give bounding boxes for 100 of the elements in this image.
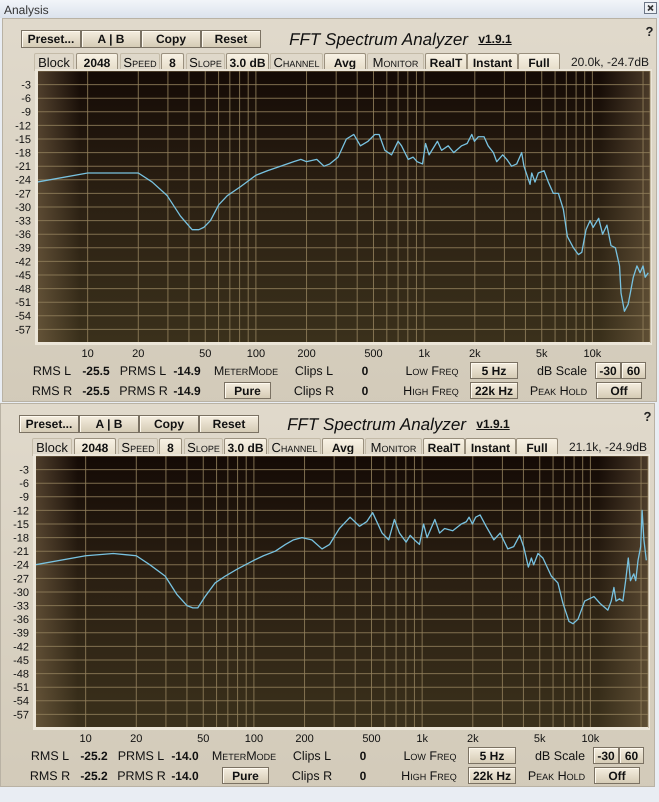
- y-tick-label: -33: [15, 216, 31, 228]
- text: 8: [161, 53, 184, 71]
- x-tick-label: 5k: [536, 348, 548, 360]
- y-tick-label: -9: [19, 492, 29, 504]
- x-tick-label: 10k: [582, 732, 600, 745]
- y-tick-label: -51: [15, 297, 31, 310]
- text: Speed: [120, 53, 160, 71]
- text: Reset: [199, 415, 259, 433]
- text: -25.2: [79, 748, 109, 764]
- y-tick-label: -54: [15, 310, 31, 323]
- y-tick-label: -12: [15, 120, 31, 132]
- text: ?: [644, 23, 654, 39]
- y-tick-label: -3: [19, 464, 29, 477]
- text: PRMS R: [118, 383, 169, 399]
- text: 2048: [74, 438, 116, 456]
- text: Low Freq: [402, 748, 458, 764]
- text: 3.0 dB: [224, 438, 267, 456]
- text: -14.0: [170, 748, 200, 764]
- text: Channel: [270, 53, 323, 71]
- y-tick-label: -9: [21, 106, 31, 119]
- x-tick-label: 100: [246, 348, 266, 360]
- x-tick-label: 10: [80, 732, 92, 745]
- text: 20.0k, -24.7dB: [570, 54, 649, 71]
- text: 0: [358, 748, 368, 764]
- text: Off: [596, 382, 642, 399]
- text: -30: [595, 362, 621, 379]
- text: Clips R: [292, 383, 336, 399]
- x-tick-label: 20: [130, 732, 142, 745]
- y-tick-label: -57: [13, 709, 29, 722]
- x-tick-label: 10: [82, 348, 94, 360]
- y-tick-label: -36: [15, 229, 31, 242]
- x-tick-label: 10k: [584, 348, 602, 360]
- text: Full: [518, 53, 560, 71]
- text: RMS R: [30, 383, 74, 399]
- text: -25.5: [81, 363, 111, 379]
- text: PRMS L: [116, 748, 166, 764]
- x-tick-label: 500: [362, 732, 381, 745]
- x-tick-label: 2k: [466, 732, 480, 745]
- y-tick-label: -18: [15, 148, 31, 160]
- text: Slope: [186, 53, 225, 71]
- text: Full: [516, 438, 558, 456]
- text: Preset...: [19, 415, 79, 433]
- text: Monitor: [365, 438, 422, 456]
- x-tick-label: 1k: [418, 348, 430, 360]
- y-tick-label: -51: [13, 682, 29, 694]
- y-tick-label: -42: [15, 256, 31, 268]
- text: 2048: [76, 53, 118, 71]
- y-tick-label: -48: [15, 284, 31, 296]
- text: -30: [593, 747, 619, 764]
- text: Speed: [118, 438, 158, 456]
- text: -14.0: [170, 768, 200, 784]
- text: Copy: [141, 30, 201, 48]
- y-tick-label: -45: [15, 270, 31, 282]
- x-tick-label: 500: [364, 348, 383, 360]
- text: Off: [594, 767, 640, 784]
- y-tick-label: -6: [21, 93, 31, 106]
- text: High Freq: [400, 768, 458, 784]
- text: ?: [642, 408, 652, 424]
- x-tick-label: 20: [132, 348, 144, 360]
- y-tick-label: -48: [13, 668, 29, 681]
- text: 0: [360, 363, 370, 379]
- text: Pure: [224, 382, 271, 399]
- y-tick-label: -21: [15, 161, 31, 174]
- text: RMS L: [32, 363, 72, 379]
- y-tick-label: -3: [21, 80, 31, 92]
- text: Slope: [184, 438, 223, 456]
- text: Low Freq: [404, 363, 460, 379]
- y-tick-label: -45: [13, 654, 29, 667]
- y-tick-label: -24: [13, 560, 29, 572]
- text: Instant: [467, 53, 518, 71]
- y-tick-label: -24: [15, 174, 31, 187]
- text: RealT: [425, 53, 467, 71]
- text: v1.9.1: [477, 31, 513, 48]
- text: Pure: [222, 767, 269, 784]
- text: dB Scale: [536, 363, 588, 379]
- y-tick-label: -42: [13, 641, 29, 654]
- text: v1.9.1: [475, 416, 511, 433]
- text: RealT: [423, 438, 465, 456]
- text: Preset...: [21, 30, 81, 48]
- text: A | B: [81, 30, 141, 48]
- text: Clips L: [294, 363, 334, 379]
- y-tick-label: -36: [13, 614, 29, 626]
- x-tick-label: 50: [199, 348, 212, 360]
- y-tick-label: -27: [13, 573, 29, 586]
- text: 5 Hz: [468, 747, 516, 764]
- text: MeterMode: [210, 748, 278, 764]
- x-tick-label: 1k: [416, 732, 428, 745]
- text: Avg: [324, 53, 366, 71]
- text: 22k Hz: [470, 382, 518, 399]
- y-tick-label: -21: [13, 546, 29, 558]
- y-tick-label: -30: [13, 586, 29, 599]
- text: PRMS L: [118, 363, 168, 379]
- chart-title: FFT Spectrum Analyzer: [286, 414, 466, 435]
- text: 5 Hz: [470, 362, 518, 379]
- y-tick-label: -54: [13, 696, 29, 708]
- y-tick-label: -15: [13, 518, 29, 531]
- y-tick-label: -12: [13, 505, 29, 518]
- x-tick-label: 50: [197, 732, 210, 745]
- y-tick-label: -15: [15, 134, 31, 146]
- y-tick-label: -27: [15, 188, 31, 200]
